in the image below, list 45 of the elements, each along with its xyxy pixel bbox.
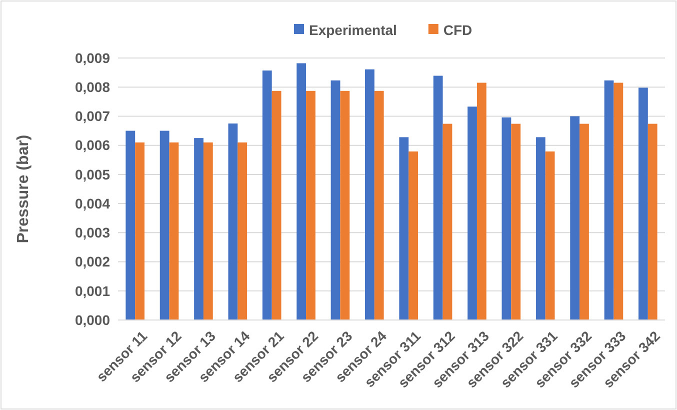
bar [340, 90, 350, 320]
bar [442, 124, 452, 320]
bar [433, 76, 443, 320]
bar [502, 117, 512, 320]
bar [638, 88, 648, 320]
bar [169, 142, 179, 320]
y-tick-label: 0,003 [74, 224, 110, 241]
bar [648, 124, 658, 320]
y-tick-label: 0,004 [74, 195, 110, 212]
bar [262, 70, 272, 320]
y-tick-label: 0,001 [74, 282, 110, 299]
bar [614, 82, 624, 320]
y-tick-label: 0,008 [74, 79, 110, 96]
y-tick-label: 0,000 [74, 312, 110, 328]
bar [365, 69, 374, 320]
y-tick-label: 0,006 [74, 137, 110, 154]
bar [330, 80, 340, 320]
bar [580, 124, 589, 320]
legend-label: Experimental [309, 22, 397, 38]
bar [399, 137, 409, 320]
y-tick-label: 0,007 [74, 108, 110, 124]
bar [408, 151, 418, 320]
legend-label: CFD [443, 22, 472, 38]
bar [570, 116, 580, 320]
bar [272, 90, 282, 320]
bar [545, 151, 555, 320]
bar [194, 138, 204, 320]
y-tick-label: 0,002 [74, 254, 110, 270]
bar [135, 142, 144, 320]
bar [203, 142, 213, 320]
bar [374, 90, 384, 320]
bar [604, 80, 614, 320]
bar [511, 124, 521, 320]
bar [468, 106, 477, 320]
y-tick-label: 0,005 [74, 166, 110, 182]
y-tick-label: 0,009 [74, 50, 110, 66]
bar [306, 90, 316, 320]
bar [228, 124, 238, 320]
bar [160, 130, 170, 320]
bar [238, 142, 248, 320]
bar [476, 82, 486, 320]
bar [126, 130, 136, 320]
bar [296, 63, 306, 320]
y-axis-title: Pressure (bar) [15, 134, 32, 244]
bar [536, 137, 546, 320]
